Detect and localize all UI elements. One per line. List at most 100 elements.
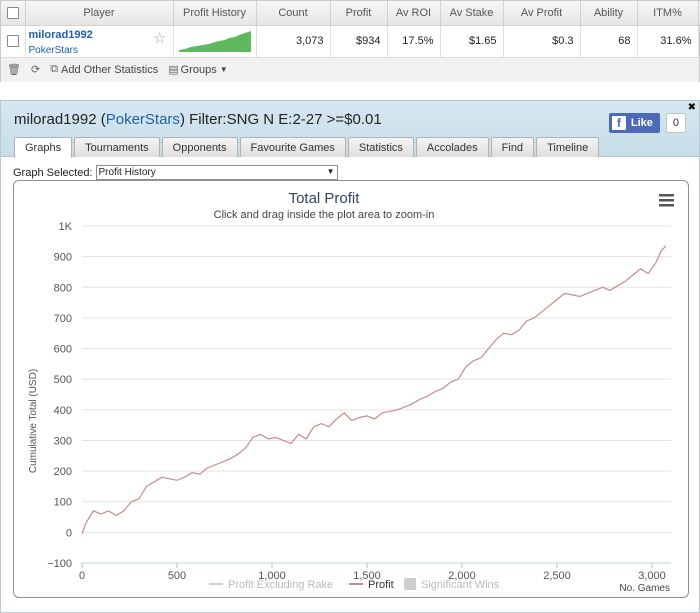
tab-favourite-games[interactable]: Favourite Games — [239, 137, 346, 157]
select-all-checkbox[interactable] — [6, 6, 19, 19]
player-cell: milorad1992 PokerStars ☆ — [25, 25, 174, 58]
y-tick-label: 600 — [54, 344, 72, 356]
y-tick-label: 100 — [54, 497, 72, 509]
header-player[interactable]: Player — [25, 1, 174, 26]
table-row: milorad1992 PokerStars ☆ 3,073 $934 17.5… — [1, 25, 700, 58]
facebook-icon: f — [611, 116, 626, 130]
legend-item[interactable]: Profit Excluding Rake — [209, 579, 333, 591]
profit-sparkline — [178, 31, 251, 52]
header-av-profit[interactable]: Av Profit — [503, 1, 581, 26]
tab-accolades[interactable]: Accolades — [415, 137, 489, 157]
legend-item[interactable]: Significant Wins — [404, 578, 500, 591]
header-profit-history[interactable]: Profit History — [173, 1, 257, 26]
y-tick-label: 200 — [54, 466, 72, 478]
chart-menu-icon[interactable] — [659, 194, 674, 207]
tab-statistics[interactable]: Statistics — [347, 137, 414, 157]
row-check-cell[interactable] — [1, 25, 26, 58]
player-graph-panel: milorad1992 (PokerStars) Filter:SNG N E:… — [0, 100, 700, 613]
tab-find[interactable]: Find — [490, 137, 535, 157]
groups-label: Groups — [180, 63, 217, 76]
title-filter: ) Filter:SNG N E:2-27 >=$0.01 — [179, 111, 382, 128]
chart-series — [81, 245, 667, 535]
x-tick-label: 1,500 — [353, 570, 381, 582]
chart-title: Total Profit — [289, 190, 361, 207]
y-tick-label: 300 — [54, 435, 72, 447]
groups-icon: ▤ — [168, 64, 179, 76]
y-tick-label: −100 — [47, 558, 72, 570]
remove-row-link[interactable]: x — [698, 25, 700, 58]
header-ability[interactable]: Ability — [580, 1, 638, 26]
legend-swatch — [404, 578, 416, 590]
x-axis: 0 500 1,000 1,500 2,000 2,500 3,000 — [79, 562, 671, 582]
player-name-link[interactable]: milorad1992 — [28, 28, 93, 41]
refresh-icon[interactable]: ⟳ — [30, 64, 41, 76]
legend-label: Profit — [368, 579, 394, 591]
header-av-roi[interactable]: Av ROI — [387, 1, 441, 26]
facebook-like-button[interactable]: f Like — [608, 113, 660, 133]
x-tick-label: 2,000 — [448, 570, 476, 582]
y-axis: −100 0 100 200 300 400 500 600 700 800 900 1K — [47, 221, 72, 570]
legend-label: Profit Excluding Rake — [228, 579, 333, 591]
y-tick-label: 800 — [54, 282, 72, 294]
legend-label: Significant Wins — [421, 579, 500, 591]
trash-icon[interactable]: 🗑 — [7, 64, 21, 76]
profit-history-cell — [173, 25, 257, 58]
player-site-link[interactable]: PokerStars — [28, 44, 78, 56]
title-open: ( — [96, 111, 106, 128]
row-checkbox[interactable] — [6, 35, 19, 48]
close-icon[interactable]: ✖ — [687, 102, 696, 113]
y-axis-label: Cumulative Total (USD) — [28, 369, 39, 473]
av-roi-cell: 17.5% — [387, 25, 441, 58]
x-axis-label: No. Games — [619, 583, 670, 594]
header-remove — [698, 1, 700, 26]
tab-timeline[interactable]: Timeline — [536, 137, 600, 157]
favourite-star-icon[interactable]: ☆ — [153, 29, 167, 47]
y-tick-label: 0 — [66, 527, 72, 539]
tab-tournaments[interactable]: Tournaments — [74, 137, 160, 157]
legend-item[interactable]: Profit — [349, 579, 394, 591]
chevron-down-icon: ▼ — [326, 167, 335, 176]
graph-select-dropdown[interactable]: Profit History ▼ — [95, 165, 338, 180]
av-profit-cell: $0.3 — [503, 25, 581, 58]
groups-dropdown[interactable]: ▤ Groups ▼ — [168, 63, 228, 77]
y-tick-label: 1K — [59, 221, 73, 233]
header-itm[interactable]: ITM% — [637, 1, 699, 26]
chart-grid — [82, 225, 671, 564]
x-tick-label: 0 — [79, 570, 85, 582]
graph-select-value: Profit History — [98, 167, 156, 178]
av-stake-cell: $1.65 — [440, 25, 504, 58]
tab-opponents[interactable]: Opponents — [161, 137, 238, 157]
select-all-header[interactable] — [1, 1, 26, 26]
facebook-like-widget: f Like 0 — [608, 113, 686, 133]
x-tick-label: 3,000 — [638, 570, 666, 582]
profit-chart[interactable]: Total Profit Click and drag inside the p… — [13, 180, 689, 598]
facebook-like-label: Like — [630, 117, 653, 129]
page-title: milorad1992 (PokerStars) Filter:SNG N E:… — [14, 111, 382, 128]
ability-cell: 68 — [580, 25, 638, 58]
tab-graphs[interactable]: Graphs — [14, 137, 73, 158]
chevron-down-icon: ▼ — [219, 65, 228, 74]
y-tick-label: 500 — [54, 374, 72, 386]
player-stats-table: Player Profit History Count Profit Av RO… — [1, 1, 700, 58]
header-profit[interactable]: Profit — [330, 1, 388, 26]
profit-cell: $934 — [330, 25, 388, 58]
tab-bar: Graphs Tournaments Opponents Favourite Game… — [14, 137, 601, 158]
add-stats-label: Add Other Statistics — [61, 63, 159, 76]
y-tick-label: 400 — [54, 405, 72, 417]
stats-toolbar: 🗑 ⟳ ⧉ Add Other Statistics ▤ Groups ▼ — [1, 57, 699, 82]
header-av-stake[interactable]: Av Stake — [440, 1, 504, 26]
graph-selector: Graph Selected: Profit History ▼ — [13, 165, 338, 180]
x-tick-label: 500 — [168, 570, 186, 582]
panel-header: milorad1992 (PokerStars) Filter:SNG N E:… — [1, 101, 699, 158]
y-tick-label: 900 — [54, 252, 72, 264]
profit-series-line — [81, 245, 667, 535]
chart-svg[interactable]: Total Profit Click and drag inside the p… — [14, 181, 689, 598]
title-site-link[interactable]: PokerStars — [105, 111, 180, 128]
x-tick-label: 1,000 — [258, 570, 286, 582]
header-count[interactable]: Count — [256, 1, 331, 26]
itm-cell: 31.6% — [637, 25, 699, 58]
add-stats-button[interactable]: ⧉ Add Other Statistics — [50, 63, 158, 76]
graph-selected-label: Graph Selected: — [13, 166, 93, 179]
x-tick-label: 2,500 — [543, 570, 571, 582]
facebook-like-count: 0 — [665, 113, 686, 133]
